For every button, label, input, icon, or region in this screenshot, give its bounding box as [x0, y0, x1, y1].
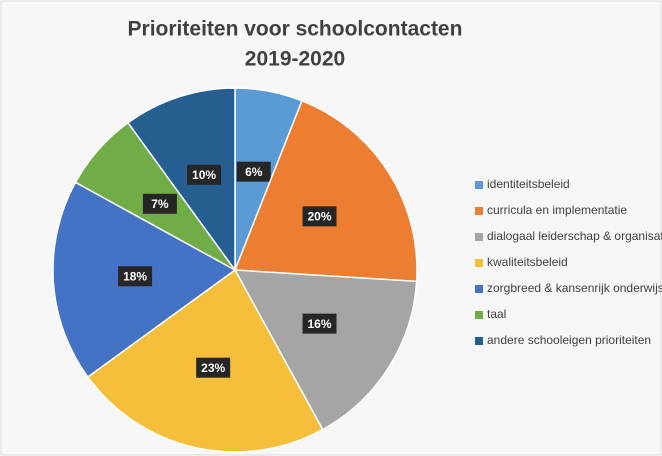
- value-label: 10%: [192, 168, 216, 182]
- pie-slice: [233, 269, 418, 431]
- chart-title: Prioriteiten voor schoolcontacten: [128, 18, 463, 41]
- value-label: 23%: [201, 361, 225, 375]
- legend-swatch: [475, 233, 483, 241]
- value-label-box: [236, 161, 271, 182]
- legend-label: dialogaal leiderschap & organisatie: [487, 229, 662, 243]
- value-label-box: [118, 266, 153, 287]
- value-label: 16%: [308, 317, 332, 331]
- pie-slice: [126, 87, 236, 273]
- value-label: 20%: [308, 210, 332, 224]
- value-label-box: [302, 313, 337, 334]
- chart-title: 2019-2020: [245, 48, 345, 71]
- value-label-box: [302, 206, 337, 227]
- value-label-box: [142, 193, 177, 214]
- legend-swatch: [475, 207, 483, 215]
- legend-label: kwaliteitsbeleid: [487, 255, 568, 269]
- legend-swatch: [475, 311, 483, 319]
- value-label-box: [187, 164, 222, 185]
- legend-swatch: [475, 181, 483, 189]
- pie-slice: [233, 99, 418, 283]
- legend-label: zorgbreed & kansenrijk onderwijs: [487, 281, 662, 295]
- value-label: 6%: [245, 165, 263, 179]
- legend-swatch: [475, 337, 483, 345]
- value-label: 18%: [123, 269, 147, 283]
- legend-label: identiteitsbeleid: [487, 177, 570, 191]
- legend-label: andere schooleigen prioriteiten: [487, 333, 651, 347]
- value-label-box: [196, 357, 231, 378]
- legend-swatch: [475, 259, 483, 267]
- legend-label: curricula en implementatie: [487, 203, 627, 217]
- value-label: 7%: [151, 197, 169, 211]
- legend-swatch: [475, 285, 483, 293]
- legend-label: taal: [487, 307, 506, 321]
